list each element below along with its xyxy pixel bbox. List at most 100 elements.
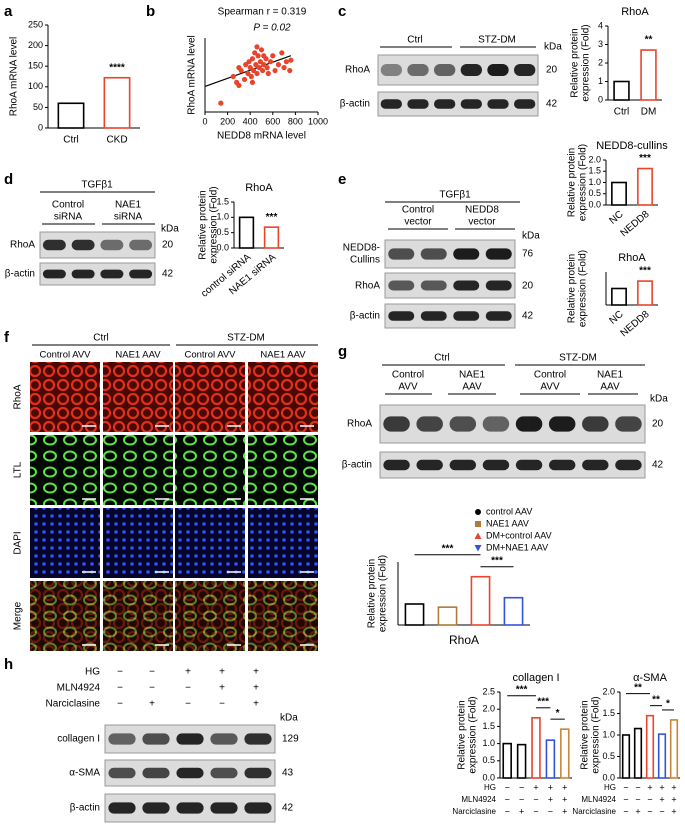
significance: ** [652,694,660,705]
y-axis-label: Relative protein [570,28,581,97]
micrograph [248,362,318,432]
label: + [219,683,225,694]
bar [238,216,255,249]
y-tick-label: 1.0 [482,738,495,748]
blot-band [416,459,443,471]
point [261,62,267,68]
point [248,73,254,80]
y-tick-label: 0.5 [602,751,615,761]
bar [503,596,524,626]
legend-marker [475,521,481,527]
label: RhoA [13,384,24,409]
chart-title: α-SMA [633,672,668,684]
blot-band [71,239,95,251]
point [270,53,276,59]
x-axis-label: NEDD8 mRNA level [217,131,306,142]
blot-band [515,416,543,432]
label: RhoA [347,419,372,430]
blot-band [449,459,477,471]
label: NAE1 [597,370,624,381]
y-tick-label: 1.5 [482,721,495,731]
condition-sign: − [635,782,640,792]
blot-membrane [377,91,539,117]
condition-sign: − [519,782,524,792]
point [252,50,258,56]
y-axis-label: Relative protein [567,148,578,217]
label: NAE1 [115,200,142,211]
label: Control [392,370,424,381]
micrograph-overlay [175,581,245,651]
blot-band [380,64,402,76]
label: RhoA [345,65,370,76]
label: TGFβ1 [81,180,113,191]
legend-label: DM+NAE1 AAV [486,542,548,552]
y-tick-label: 1 [598,76,603,86]
label: Control [52,200,84,211]
blot-band [460,64,482,76]
point [256,65,262,71]
bar [640,49,657,101]
blot-band [407,64,429,76]
label: DAPI [13,531,24,554]
condition-label: MLN4924 [461,795,496,804]
point [249,79,256,85]
label: STZ-DM [227,333,265,344]
blot-band [129,239,153,251]
point [236,82,242,88]
label: AAV [462,382,482,393]
point [279,50,285,56]
significance: * [666,699,670,710]
y-tick-label: 0.5 [216,227,229,237]
x-tick-label: DM [641,107,657,118]
blot-band [420,248,447,260]
label: − [149,667,155,678]
y-tick-label: 200 [28,40,43,50]
y-tick-label: 4 [598,20,603,30]
micrograph-overlay [248,581,318,651]
label: β-actin [342,460,372,471]
label: 129 [282,734,299,745]
y-tick-label: 1.5 [602,708,615,718]
label: 42 [546,99,558,110]
label: − [219,699,225,710]
blot-band [383,459,410,471]
x-tick-label: 0 [202,116,207,126]
significance: *** [516,684,528,695]
label: 42 [652,460,664,471]
bar [404,603,425,626]
point [255,53,261,59]
point [281,65,287,71]
label: kDa [280,713,298,724]
condition-sign: − [505,794,510,804]
label: β-actin [350,311,380,322]
y-tick-label: 100 [28,81,43,91]
blot-band [548,416,576,432]
blot-band [582,459,609,471]
point [272,67,278,74]
blot-band [210,802,238,814]
significance: * [556,708,560,719]
y-tick-label: 0.5 [482,755,495,765]
point [283,59,289,65]
label: − [117,667,123,678]
micrograph [175,508,245,578]
condition-sign: − [647,794,652,804]
condition-sign: + [647,782,652,792]
blot-band [100,269,124,279]
blot-band [176,733,204,745]
label: AAV [600,382,620,393]
label: − [117,683,123,694]
micrograph [30,508,100,578]
blot-band [142,733,170,745]
y-axis-label: expression (Fold) [578,250,589,327]
point [249,56,256,62]
blot-band [244,733,272,745]
label: 76 [522,249,534,260]
y-tick-label: 1.0 [588,177,601,187]
y-tick-label: 3 [598,39,603,49]
bar [611,287,627,306]
blot-band [108,767,136,779]
legend-marker [474,545,482,552]
point [261,53,267,59]
